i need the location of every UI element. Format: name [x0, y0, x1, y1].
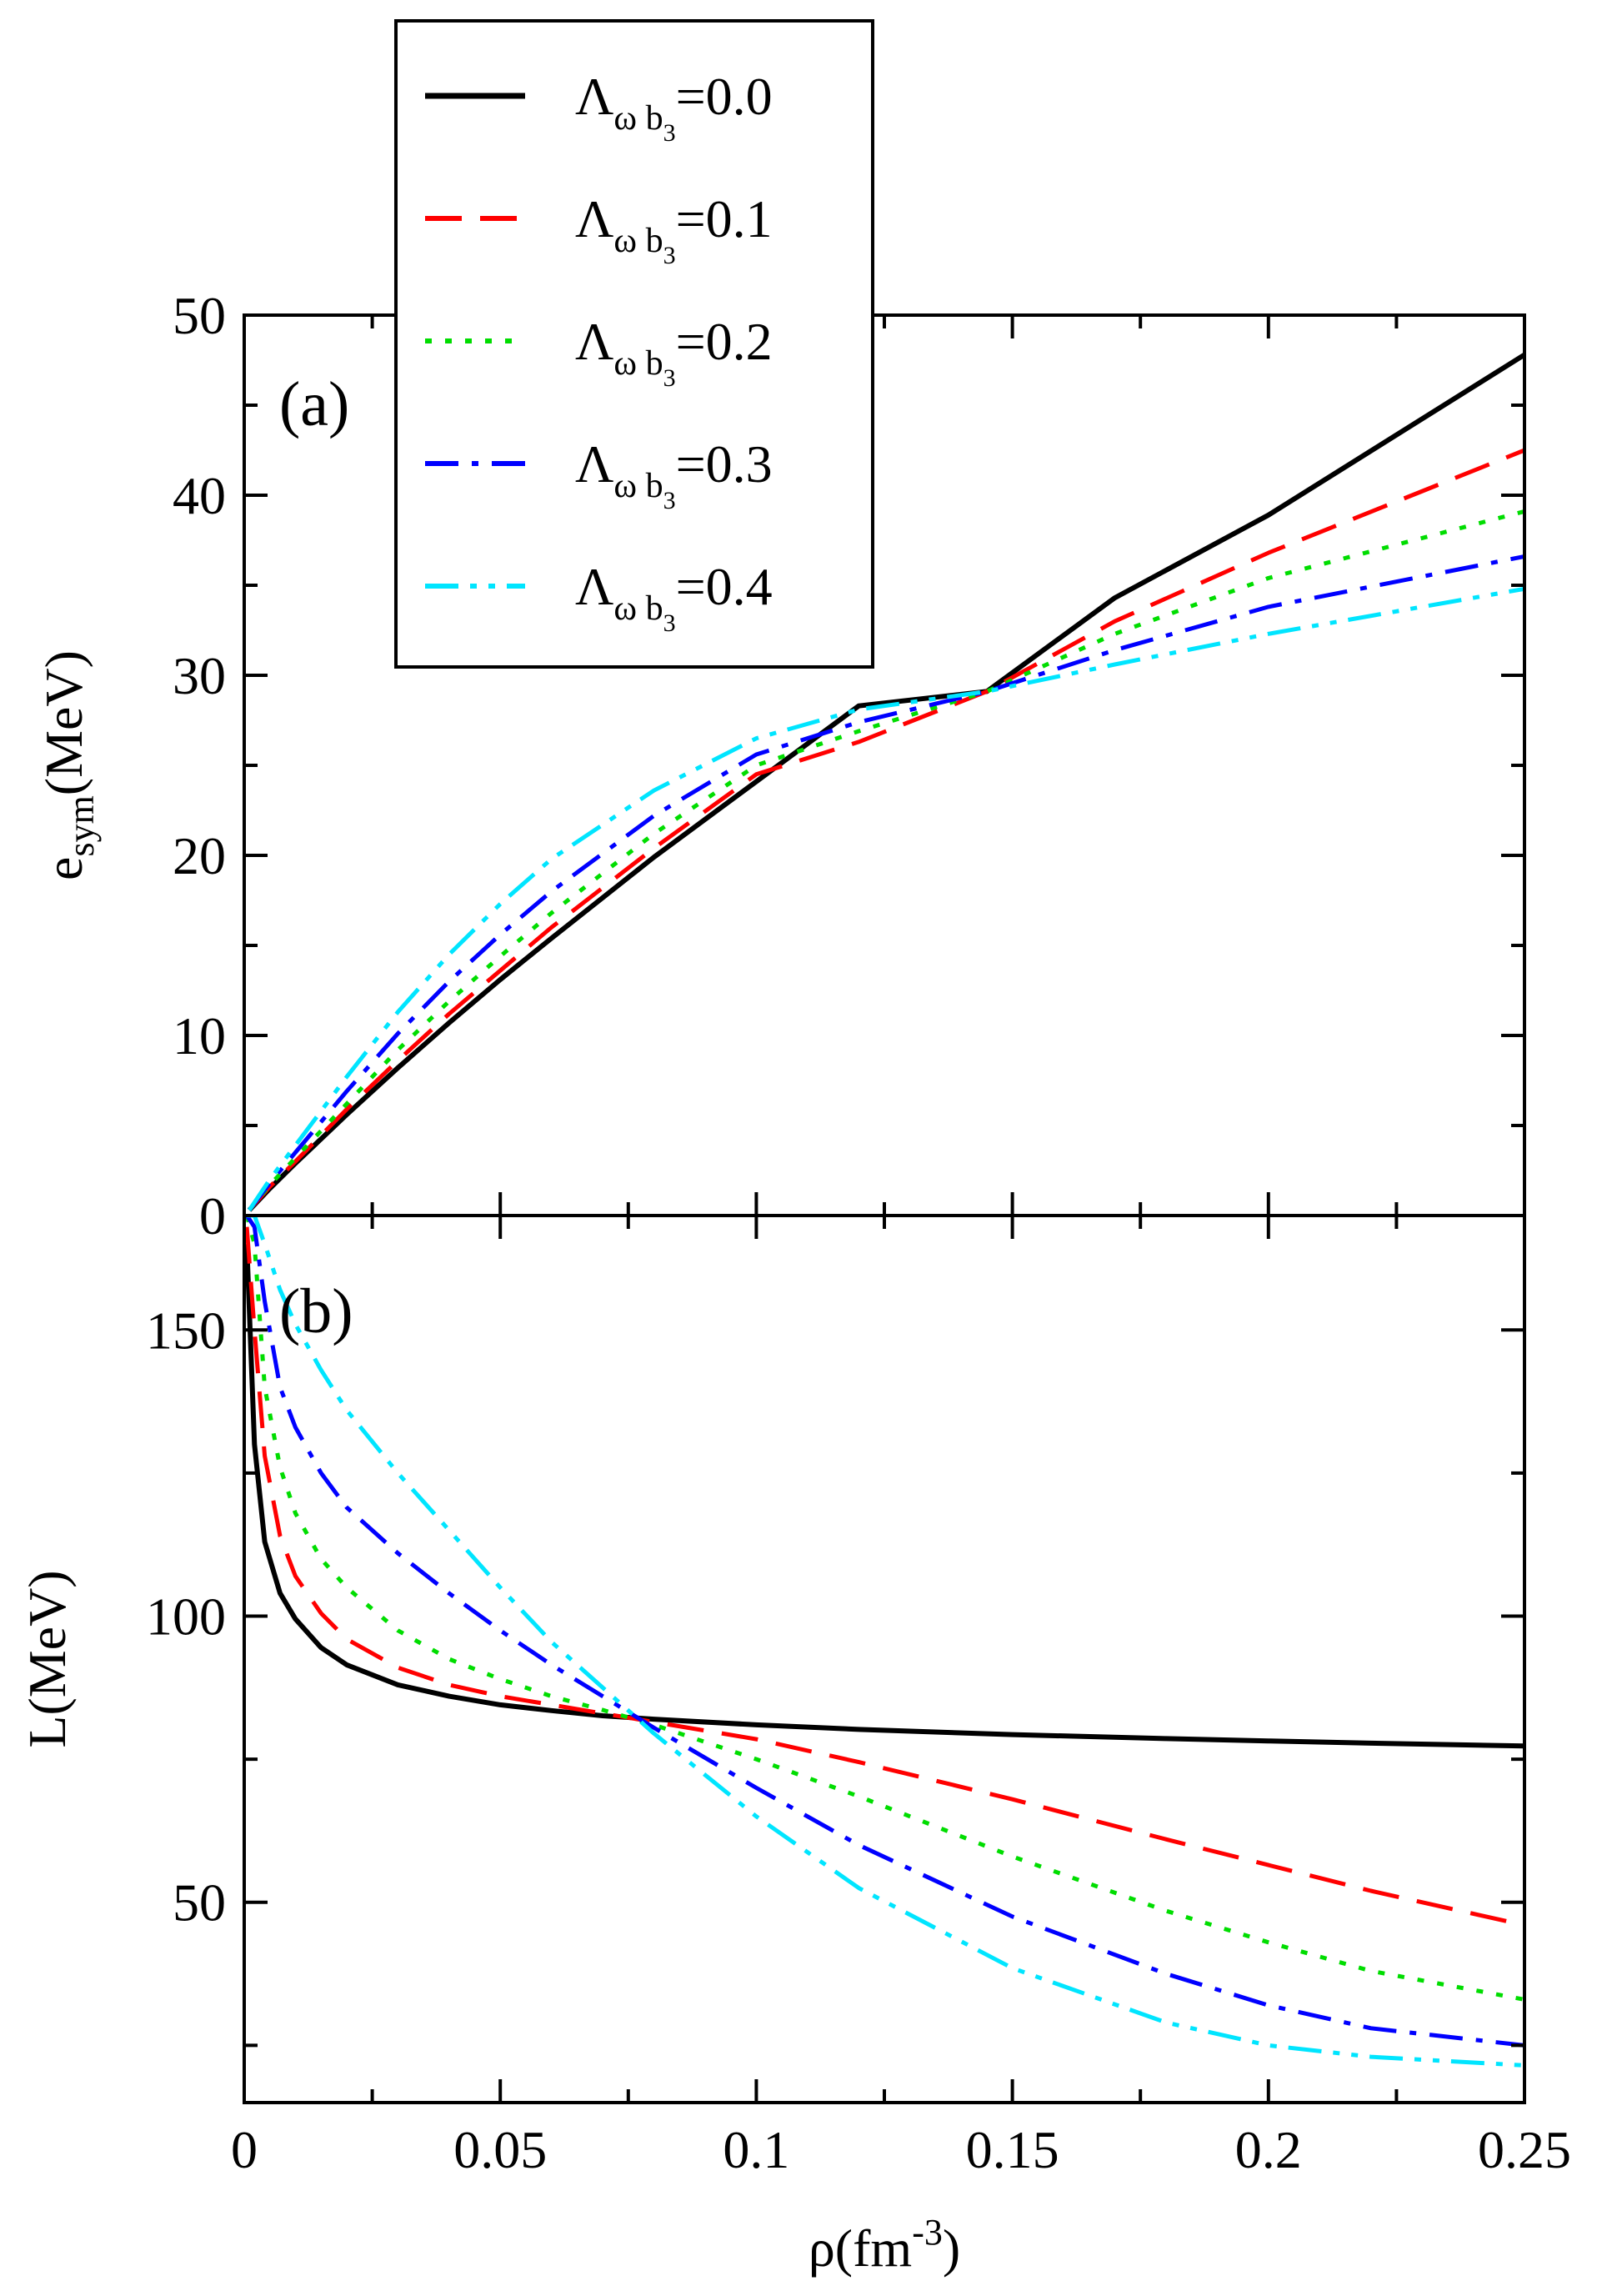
series-line-a-4: [248, 586, 1524, 1211]
y-tick-label: 100: [146, 1587, 226, 1647]
x-tick-label: 0.25: [1478, 2120, 1571, 2179]
series-line-a-0: [247, 352, 1524, 1212]
y-tick-label: 20: [173, 826, 226, 885]
y-tick-label: 0: [199, 1186, 226, 1246]
series-line-b-2: [244, 1216, 1524, 2002]
panel-b-label: (b): [279, 1276, 353, 1346]
ticks-b: 50 100 150 0 0.05 0.1 0.15 0.2 0.25: [146, 1216, 1571, 2179]
series-line-b-4: [247, 1216, 1524, 2068]
legend-label-2: Λω b3=0.2: [575, 312, 773, 392]
y-tick-label: 150: [146, 1301, 226, 1360]
y-tick-label: 10: [173, 1006, 226, 1065]
series-line-a-1: [248, 448, 1524, 1212]
series-lines-b: [244, 1216, 1524, 2068]
ticks-a: 0 10 20 30 40 50: [173, 286, 1526, 1246]
x-tick-label: 0.1: [723, 2120, 789, 2179]
legend: Λω b3=0.0 Λω b3=0.1 Λω b3=0.2 Λω b3=0.3 Λω b…: [394, 19, 874, 669]
x-tick-label: 0.05: [453, 2120, 547, 2179]
x-tick-label: 0.15: [966, 2120, 1059, 2179]
x-tick-label: 0.2: [1235, 2120, 1302, 2179]
panel-b-L: 50 100 150 0 0.05 0.1 0.15 0.2 0.25 (b) L(MeV) ρ…: [18, 1214, 1571, 2278]
legend-label-1: Λω b3=0.1: [575, 189, 773, 269]
y-tick-label: 50: [173, 286, 226, 345]
legend-box: [394, 19, 874, 669]
y-tick-label: 30: [173, 646, 226, 705]
legend-label-4: Λω b3=0.4: [575, 557, 773, 637]
series-line-b-0: [244, 1244, 1524, 1749]
legend-label-3: Λω b3=0.3: [575, 434, 773, 514]
y-tick-label: 40: [173, 466, 226, 525]
legend-entries: Λω b3=0.0 Λω b3=0.1 Λω b3=0.2 Λω b3=0.3 Λω b…: [425, 67, 773, 637]
series-line-a-3: [248, 554, 1524, 1212]
y-tick-label: 50: [173, 1873, 226, 1933]
series-line-a-2: [248, 509, 1524, 1212]
y-axis-label-a: esym(MeV): [34, 650, 102, 880]
x-axis-label: ρ(fm-3): [809, 2212, 960, 2278]
series-line-b-3: [245, 1216, 1524, 2048]
series-lines-a: [247, 352, 1524, 1212]
panel-a-label: (a): [279, 369, 349, 439]
panel-b-frame: [243, 1214, 1526, 2104]
legend-label-0: Λω b3=0.0: [575, 67, 773, 147]
y-axis-label-b: L(MeV): [18, 1570, 77, 1747]
series-line-b-1: [244, 1226, 1524, 1928]
x-tick-label: 0: [231, 2120, 258, 2179]
